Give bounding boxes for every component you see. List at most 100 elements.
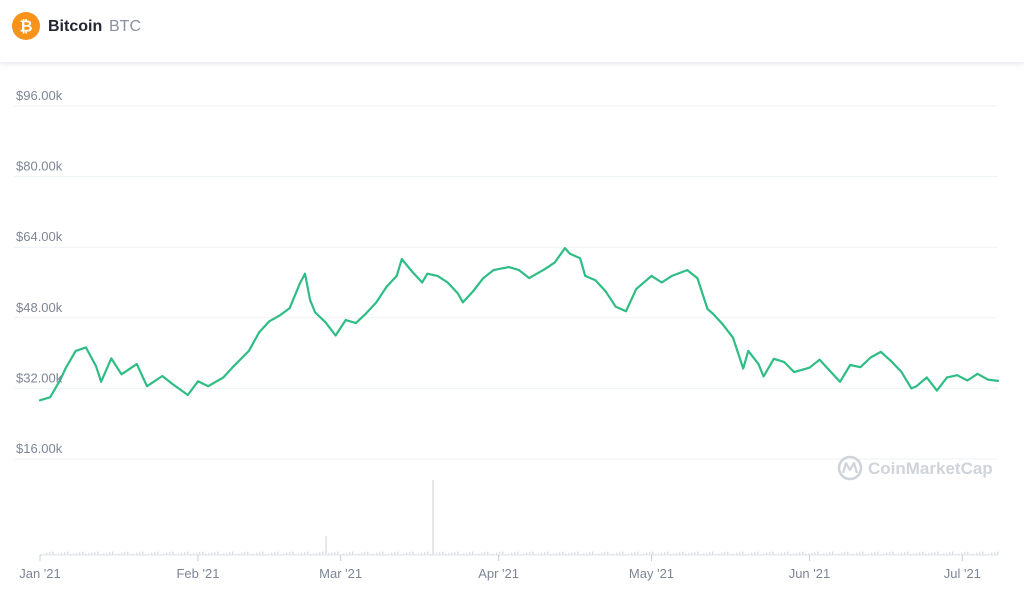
volume-bar <box>841 552 843 555</box>
volume-bar <box>997 551 999 555</box>
data-point <box>161 375 164 377</box>
data-point <box>49 396 52 399</box>
data-point <box>120 373 123 376</box>
chart-header: ₿ Bitcoin BTC <box>0 0 1024 63</box>
volume-bar <box>97 551 99 555</box>
y-tick-label: $16.00k <box>16 441 63 456</box>
volume-bar <box>871 552 873 555</box>
data-point <box>564 247 566 250</box>
data-point <box>793 371 796 373</box>
volume-bar <box>793 553 795 555</box>
data-point <box>299 282 301 285</box>
volume-bar <box>316 552 318 555</box>
volume-bar <box>808 553 810 555</box>
volume-bar <box>217 551 219 555</box>
volume-bar <box>211 552 213 555</box>
volume-bar <box>337 551 339 555</box>
volume-bar <box>949 552 951 555</box>
y-tick-label: $32.00k <box>16 370 63 385</box>
axis-labels: $16.00k $32.00k $48.00k $64.00k $80.00k $96.0… <box>16 88 981 581</box>
volume-bar <box>562 551 564 555</box>
data-point <box>976 372 979 375</box>
volume-bar <box>766 552 768 555</box>
data-point <box>579 257 581 260</box>
volume-bar <box>148 553 150 555</box>
coin-symbol: BTC <box>109 18 141 35</box>
watermark-text: CoinMarketCap <box>868 459 993 478</box>
volume-bar <box>637 551 639 555</box>
volume-bar <box>838 553 840 555</box>
volume-bar <box>886 552 888 555</box>
volume-bar <box>463 553 465 555</box>
volume-bar <box>193 553 195 555</box>
volume-bar <box>532 551 534 555</box>
volume-bar <box>349 552 351 555</box>
volume-bar <box>967 551 969 555</box>
volume-bar <box>388 553 390 555</box>
price-series <box>38 247 1000 402</box>
data-point <box>696 277 699 279</box>
volume-bar <box>418 553 420 555</box>
data-point <box>365 312 367 315</box>
data-point <box>890 360 892 362</box>
volume-bar <box>454 552 456 555</box>
volume-bar <box>397 551 399 555</box>
data-point <box>314 311 317 314</box>
volume-bar <box>229 552 231 555</box>
data-point <box>334 334 337 337</box>
coin-name: Bitcoin <box>48 18 103 35</box>
volume-bar <box>529 552 531 555</box>
data-point <box>197 380 199 383</box>
volume-bar <box>406 552 408 555</box>
volume-bar <box>157 551 159 555</box>
volume-bar <box>946 552 948 555</box>
volume-bar <box>328 553 330 555</box>
volume-bar <box>88 553 90 555</box>
volume-bar <box>64 552 66 555</box>
volume-bar <box>676 552 678 555</box>
volume-bar <box>319 552 321 555</box>
volume-bar <box>823 553 825 555</box>
data-point <box>324 321 327 324</box>
volume-bar <box>592 551 594 555</box>
volume-bar <box>136 552 138 555</box>
volume-bar <box>907 551 909 555</box>
volume-bar <box>439 552 441 555</box>
volume-bar <box>796 552 798 555</box>
data-point <box>64 367 67 370</box>
volume-bar <box>133 553 135 555</box>
volume-bar <box>829 552 831 555</box>
volume-bar <box>874 552 876 555</box>
volume-bar <box>787 551 789 555</box>
data-point <box>584 275 587 277</box>
volume-bar <box>826 552 828 555</box>
volume-bar <box>103 553 105 555</box>
volume-bar <box>694 552 696 555</box>
data-point <box>635 288 638 290</box>
volume-bar <box>802 551 804 555</box>
volume-bar <box>73 553 75 555</box>
data-point <box>85 346 87 349</box>
volume-bar <box>916 552 918 555</box>
volume-bar <box>253 553 255 555</box>
data-point <box>355 322 357 324</box>
data-point <box>849 364 852 366</box>
volume-bar <box>79 552 81 555</box>
volume-bar <box>976 552 978 555</box>
volume-bar <box>859 552 861 555</box>
volume-bar <box>289 552 291 555</box>
data-point <box>614 305 617 308</box>
volume-bar <box>331 552 333 555</box>
volume-bar <box>379 552 381 555</box>
data-point <box>742 367 745 370</box>
volume-bar <box>94 552 96 555</box>
volume-bar <box>958 553 960 555</box>
volume-bar <box>601 552 603 555</box>
volume-bar <box>262 551 264 555</box>
volume-bar <box>268 553 270 555</box>
volume-bar <box>508 553 510 555</box>
data-point <box>171 383 174 385</box>
volume-bar <box>346 552 348 555</box>
volume-bar <box>646 552 648 555</box>
data-point <box>986 378 989 381</box>
